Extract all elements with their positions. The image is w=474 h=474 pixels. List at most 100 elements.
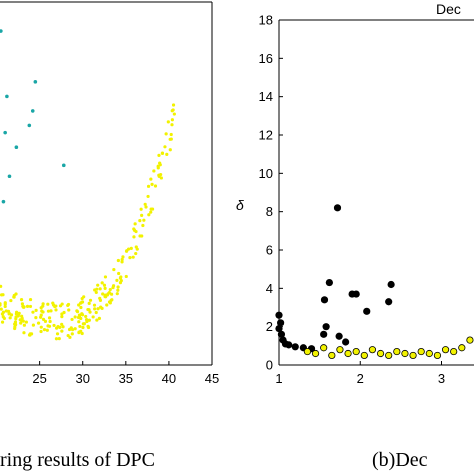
yellow-point bbox=[66, 333, 70, 338]
yellow-point bbox=[103, 275, 108, 279]
yellow-point bbox=[171, 103, 176, 107]
yellow-point bbox=[54, 308, 58, 312]
yellow-point bbox=[117, 271, 121, 276]
left-scatter-panel: 25 30 35 40 45 ring results of DPC bbox=[0, 1, 219, 471]
yellow-point bbox=[0, 320, 5, 324]
yellow-point bbox=[67, 327, 72, 332]
yellow-point bbox=[138, 234, 142, 238]
yellow-point bbox=[368, 346, 377, 354]
left-x-tick-label: 25 bbox=[32, 371, 46, 386]
right-caption: (b)Dec bbox=[372, 449, 428, 471]
yellow-point bbox=[70, 317, 74, 322]
yellow-point bbox=[466, 336, 474, 344]
yellow-point bbox=[82, 295, 86, 299]
yellow-point bbox=[98, 296, 102, 300]
right-chart-title: Dec bbox=[436, 1, 461, 17]
yellow-point bbox=[132, 227, 136, 231]
yellow-point bbox=[320, 344, 328, 352]
yellow-point bbox=[121, 255, 125, 259]
yellow-point bbox=[41, 302, 45, 306]
yellow-point bbox=[160, 151, 164, 155]
yellow-point bbox=[131, 255, 135, 259]
black-point bbox=[275, 311, 283, 319]
yellow-point bbox=[98, 287, 102, 291]
black-point bbox=[320, 296, 329, 304]
right-y-tick-label: 0 bbox=[266, 358, 273, 373]
yellow-point bbox=[57, 336, 61, 341]
cyan-point bbox=[27, 123, 32, 128]
yellow-point bbox=[441, 346, 450, 354]
cyan-point bbox=[61, 163, 66, 168]
yellow-point bbox=[115, 292, 119, 296]
yellow-point bbox=[21, 319, 25, 323]
yellow-point bbox=[96, 283, 100, 287]
yellow-point bbox=[54, 337, 59, 341]
yellow-point bbox=[0, 312, 5, 316]
yellow-point bbox=[163, 145, 167, 149]
yellow-point bbox=[401, 349, 409, 358]
yellow-point bbox=[70, 332, 74, 336]
right-x-tick-label: 1 bbox=[275, 371, 282, 386]
yellow-point bbox=[158, 161, 162, 165]
left-caption: ring results of DPC bbox=[0, 449, 155, 471]
yellow-point bbox=[47, 324, 52, 328]
yellow-point bbox=[0, 284, 3, 288]
right-y-tick-label: 4 bbox=[266, 281, 273, 296]
yellow-point bbox=[134, 251, 138, 256]
yellow-point bbox=[115, 278, 119, 282]
yellow-point bbox=[132, 235, 136, 239]
yellow-point bbox=[157, 153, 161, 157]
yellow-point bbox=[3, 304, 7, 309]
yellow-point bbox=[88, 310, 92, 314]
black-point bbox=[320, 330, 328, 338]
yellow-point bbox=[157, 174, 161, 179]
right-y-ticks: 0 2 4 6 8 10 12 14 16 18 bbox=[259, 13, 283, 373]
yellow-point bbox=[101, 292, 105, 296]
yellow-point bbox=[352, 347, 360, 356]
black-point bbox=[291, 343, 299, 351]
yellow-point bbox=[39, 315, 43, 319]
yellow-point bbox=[116, 285, 120, 289]
yellow-point bbox=[61, 325, 65, 329]
yellow-point bbox=[58, 325, 62, 330]
black-point bbox=[333, 204, 342, 212]
yellow-point bbox=[60, 315, 64, 319]
yellow-point bbox=[116, 288, 120, 292]
yellow-point bbox=[4, 309, 8, 313]
yellow-point bbox=[41, 310, 45, 314]
right-y-tick-label: 16 bbox=[259, 51, 273, 66]
yellow-point bbox=[87, 308, 91, 312]
black-point bbox=[335, 332, 343, 340]
yellow-point bbox=[47, 316, 52, 320]
yellow-point bbox=[146, 184, 151, 188]
yellow-point bbox=[146, 194, 150, 199]
yellow-point bbox=[433, 351, 442, 360]
yellow-point bbox=[7, 312, 11, 316]
yellow-point bbox=[81, 322, 85, 326]
yellow-point bbox=[171, 108, 175, 112]
yellow-point bbox=[128, 256, 132, 260]
yellow-point bbox=[417, 347, 425, 356]
yellow-point bbox=[172, 112, 176, 116]
yellow-point bbox=[102, 283, 107, 287]
cyan-point bbox=[30, 109, 35, 113]
yellow-point bbox=[129, 246, 133, 251]
yellow-point bbox=[150, 207, 155, 211]
yellow-point bbox=[77, 313, 82, 317]
yellow-point bbox=[19, 321, 23, 325]
yellow-point bbox=[93, 307, 97, 311]
yellow-point bbox=[80, 300, 85, 304]
yellow-point bbox=[93, 288, 97, 292]
left-x-ticks: 25 30 35 40 45 bbox=[32, 361, 219, 386]
left-x-tick-label: 30 bbox=[75, 371, 89, 386]
yellow-point bbox=[124, 249, 129, 253]
right-y-tick-label: 8 bbox=[266, 204, 273, 219]
yellow-point bbox=[79, 305, 83, 310]
yellow-point bbox=[134, 245, 138, 249]
yellow-point bbox=[328, 351, 336, 360]
yellow-point bbox=[100, 281, 104, 285]
yellow-point bbox=[144, 205, 148, 209]
yellow-point bbox=[111, 284, 116, 288]
yellow-point bbox=[126, 247, 131, 251]
